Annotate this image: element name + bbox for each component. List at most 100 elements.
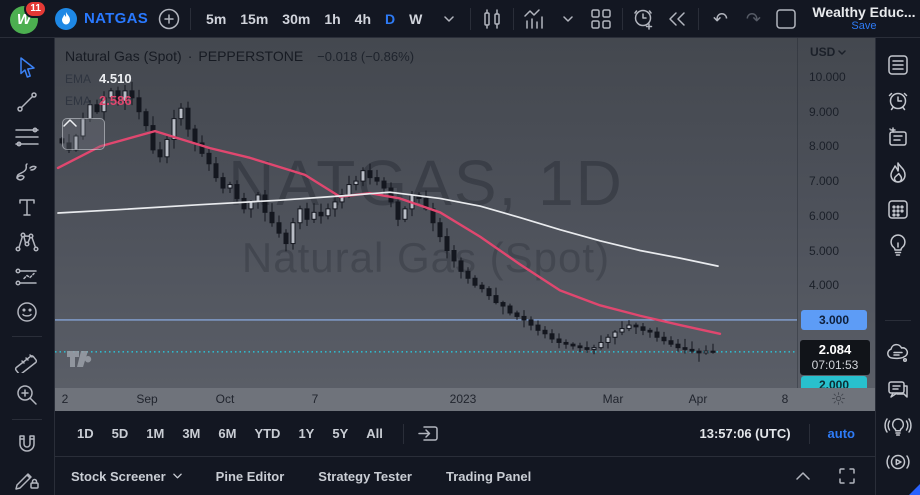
indicator-value: 4.510 — [99, 71, 132, 86]
chart-pane[interactable]: NATGAS, 1D Natural Gas (Spot) Natural Ga… — [55, 38, 797, 388]
indicator-legend-row[interactable]: EMA 2.586 — [65, 93, 414, 108]
price-tick-label: 8.000 — [809, 139, 840, 154]
layout-name-button[interactable]: Wealthy Educ... Save — [812, 3, 916, 33]
time-scale[interactable]: 2 Sep Oct 7 2023 Mar Apr 8 — [55, 388, 875, 411]
layout-name: Wealthy Educ... — [812, 3, 916, 20]
magnet-tool-button[interactable] — [8, 427, 46, 460]
cursor-tool-button[interactable] — [8, 50, 46, 83]
ideas-icon[interactable] — [880, 228, 916, 262]
price-tick-label: 7.000 — [809, 174, 840, 189]
text-tool-button[interactable] — [8, 190, 46, 223]
bar-replay-button[interactable] — [665, 5, 689, 33]
xabcd-pattern-tool-button[interactable] — [8, 225, 46, 258]
chart-style-candles-button[interactable] — [480, 5, 504, 33]
last-price-value: 2.084 — [818, 342, 852, 358]
range-button-1D[interactable]: 1D — [69, 421, 102, 446]
range-button-YTD[interactable]: YTD — [246, 421, 288, 446]
layout-grid-button[interactable] — [589, 5, 613, 33]
chart-region: NATGAS, 1D Natural Gas (Spot) Natural Ga… — [55, 38, 875, 495]
fib-retracement-tool-button[interactable] — [8, 120, 46, 153]
forecast-tool-button[interactable] — [8, 261, 46, 294]
tab-pine-editor[interactable]: Pine Editor — [216, 469, 285, 484]
tab-trading-panel[interactable]: Trading Panel — [446, 469, 531, 484]
interval-chevron-icon[interactable] — [437, 5, 461, 33]
interval-button-30m[interactable]: 30m — [276, 7, 316, 31]
tab-label: Trading Panel — [445, 468, 532, 484]
indicator-legend-row[interactable]: EMA 4.510 — [65, 71, 414, 86]
save-link[interactable]: Save — [851, 20, 877, 33]
private-chats-icon[interactable] — [880, 373, 916, 407]
top-toolbar: W 11 NATGAS 5m 15m 30m 1h 4h D W — [0, 0, 920, 38]
toolbar-separator — [698, 7, 700, 30]
candlestick-chart[interactable] — [55, 38, 797, 388]
range-button-All[interactable]: All — [358, 421, 391, 446]
indicators-button[interactable] — [523, 5, 547, 33]
streams-icon[interactable] — [880, 445, 916, 479]
interval-button-15m[interactable]: 15m — [234, 7, 274, 31]
widget-sidebar — [875, 38, 920, 495]
create-alert-button[interactable] — [632, 5, 656, 33]
alerts-icon[interactable] — [880, 84, 916, 118]
zoom-in-tool-button[interactable] — [8, 379, 46, 412]
window-resize-handle[interactable] — [909, 484, 920, 495]
fullscreen-panel-button[interactable] — [835, 462, 859, 490]
brush-tool-button[interactable] — [8, 155, 46, 188]
range-button-5Y[interactable]: 5Y — [324, 421, 356, 446]
range-button-3M[interactable]: 3M — [174, 421, 208, 446]
level-price-badge-blue: 3.000 — [801, 309, 867, 330]
clock-utc[interactable]: 13:57:06 (UTC) — [699, 426, 791, 441]
chart-symbol-title[interactable]: Natural Gas (Spot) — [65, 48, 182, 64]
hotlists-icon[interactable] — [880, 156, 916, 190]
level-price-badge-teal: 2.000 — [801, 375, 867, 388]
price-tick-label: 4.000 — [809, 278, 840, 293]
range-button-5D[interactable]: 5D — [104, 421, 137, 446]
tab-stock-screener[interactable]: Stock Screener — [71, 469, 182, 484]
legend-separator: · — [187, 48, 193, 64]
toolbar-separator — [513, 7, 515, 30]
expand-panel-chevron-button[interactable] — [791, 462, 815, 490]
auto-scale-toggle[interactable]: auto — [827, 426, 855, 441]
bottom-panel-tabs: Stock Screener Pine Editor Strategy Test… — [55, 456, 875, 495]
tab-strategy-tester[interactable]: Strategy Tester — [318, 469, 412, 484]
range-button-1M[interactable]: 1M — [138, 421, 172, 446]
symbol-search-button[interactable]: NATGAS — [55, 7, 148, 30]
bar-countdown: 07:01:53 — [811, 357, 859, 372]
range-button-6M[interactable]: 6M — [210, 421, 244, 446]
compare-add-symbol-button[interactable] — [157, 5, 181, 33]
price-scale-currency-button[interactable]: USD — [810, 45, 847, 59]
emoji-tool-button[interactable] — [8, 296, 46, 329]
undo-button[interactable]: ↶ — [708, 5, 732, 33]
price-change: −0.018 (−0.86%) — [317, 49, 415, 64]
symbol-flame-icon — [55, 7, 77, 30]
lock-drawings-tool-button[interactable] — [8, 462, 46, 495]
measure-tool-button[interactable] — [8, 344, 46, 377]
scale-settings-gear-icon[interactable] — [831, 391, 846, 411]
restore-pane-button[interactable] — [62, 118, 105, 150]
live-ideas-icon[interactable] — [880, 409, 916, 443]
indicators-chevron-icon[interactable] — [556, 5, 580, 33]
interval-button-D[interactable]: D — [379, 7, 401, 31]
trend-line-tool-button[interactable] — [8, 85, 46, 118]
interval-button-W[interactable]: W — [403, 7, 428, 31]
watchlist-icon[interactable] — [880, 48, 916, 82]
calendar-icon[interactable] — [880, 192, 916, 226]
app-menu-button[interactable]: W 11 — [10, 0, 47, 34]
drawing-toolbar — [0, 38, 55, 495]
interval-button-1h[interactable]: 1h — [318, 7, 346, 31]
notification-badge: 11 — [24, 0, 47, 18]
redo-button[interactable]: ↷ — [741, 5, 765, 33]
range-button-1Y[interactable]: 1Y — [290, 421, 322, 446]
date-range-buttons: 1D 5D 1M 3M 6M YTD 1Y 5Y All — [69, 421, 391, 446]
interval-button-5m[interactable]: 5m — [200, 7, 232, 31]
go-to-date-button[interactable] — [416, 420, 440, 448]
indicator-label: EMA — [65, 94, 92, 108]
chat-cloud-icon[interactable] — [880, 337, 916, 371]
time-tick-label: 8 — [781, 392, 789, 406]
interval-button-4h[interactable]: 4h — [349, 7, 377, 31]
news-icon[interactable] — [880, 120, 916, 154]
chart-exchange[interactable]: PEPPERSTONE — [198, 48, 304, 64]
price-scale[interactable]: USD 3.000 2.084 07:01:53 2.000 10.000 9.0… — [797, 38, 875, 388]
fullscreen-square-button[interactable] — [774, 5, 798, 33]
time-tick-label: 7 — [311, 392, 319, 406]
time-tick-label: 2023 — [449, 392, 477, 406]
